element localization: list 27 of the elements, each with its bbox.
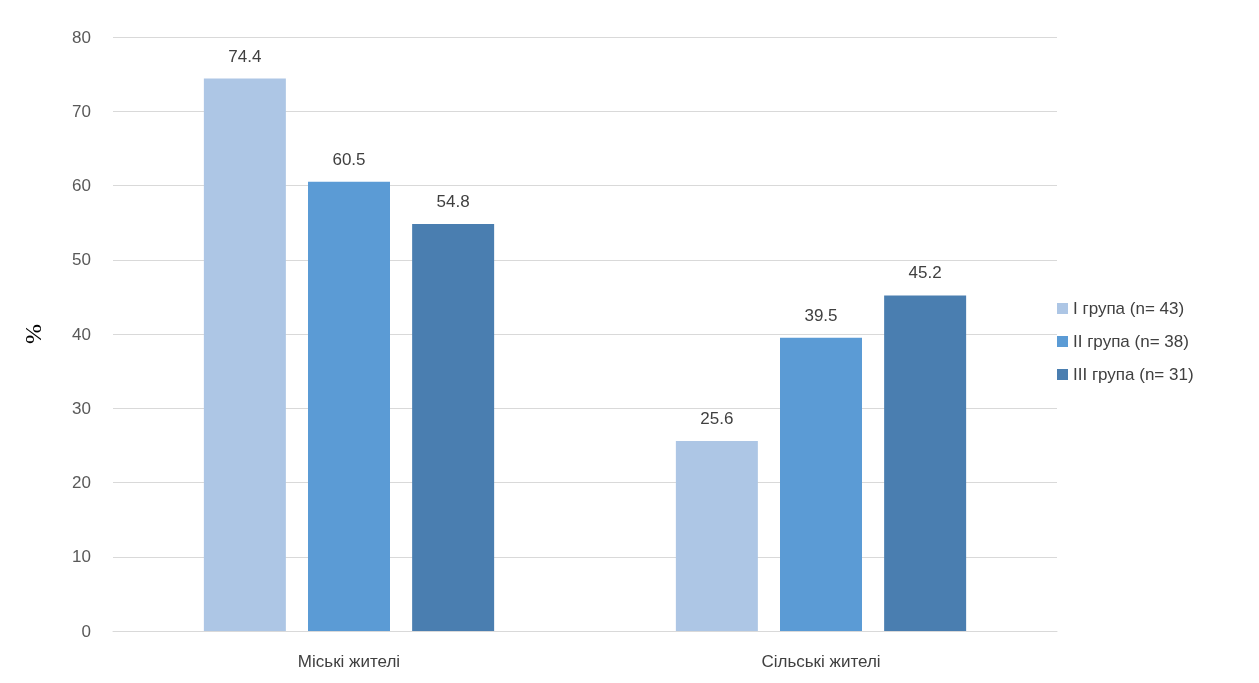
y-tick-label: 30 xyxy=(72,398,91,418)
y-axis-title: % xyxy=(20,324,46,344)
bar xyxy=(675,440,758,631)
bar xyxy=(884,295,967,631)
data-label: 54.8 xyxy=(436,192,470,212)
y-tick-label: 10 xyxy=(72,547,91,567)
y-tick-label: 50 xyxy=(72,250,91,270)
x-tick-label: Міські жителі xyxy=(297,652,401,671)
legend-label: III група (n= 31) xyxy=(1073,365,1194,384)
legend-label: II група (n= 38) xyxy=(1073,332,1189,351)
legend-label: I група (n= 43) xyxy=(1073,299,1185,318)
bar xyxy=(412,224,495,631)
y-tick-label: 80 xyxy=(72,27,91,47)
x-tick-label: Сільські жителі xyxy=(761,652,881,671)
y-tick-label: 0 xyxy=(81,621,91,641)
bar xyxy=(780,337,862,631)
y-tick-label: 60 xyxy=(72,176,91,195)
y-tick-label: 70 xyxy=(72,101,91,121)
bar xyxy=(203,78,286,631)
data-label: 60.5 xyxy=(332,149,366,169)
data-label: 25.6 xyxy=(700,408,734,428)
y-tick-label: 40 xyxy=(72,324,91,344)
y-tick-label: 20 xyxy=(72,473,91,492)
bar xyxy=(308,181,390,631)
data-label: 74.4 xyxy=(228,46,262,66)
data-label: 39.5 xyxy=(804,305,838,325)
data-label: 45.2 xyxy=(908,263,942,283)
